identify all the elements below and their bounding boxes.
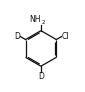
Text: D: D xyxy=(14,32,20,41)
Text: 2: 2 xyxy=(42,20,46,25)
Text: D: D xyxy=(38,72,44,82)
Text: Cl: Cl xyxy=(62,32,69,41)
Text: NH: NH xyxy=(29,15,41,24)
